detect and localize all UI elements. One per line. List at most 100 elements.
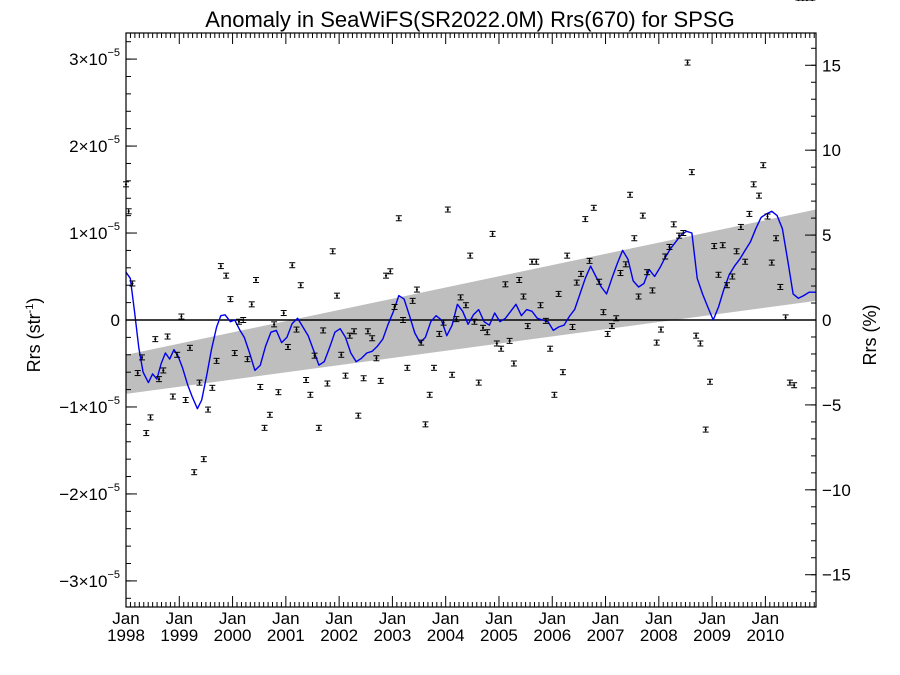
data-point bbox=[676, 232, 683, 239]
point-marker bbox=[242, 318, 245, 322]
point-marker bbox=[598, 280, 601, 283]
point-marker bbox=[739, 225, 742, 229]
point-marker bbox=[770, 261, 773, 264]
x-tick-month: Jan bbox=[592, 609, 619, 628]
data-point bbox=[711, 243, 718, 250]
point-marker bbox=[282, 311, 285, 315]
y-tick-label: −1×10−5 bbox=[59, 395, 120, 417]
point-marker bbox=[788, 381, 791, 384]
point-marker bbox=[784, 316, 787, 319]
data-point bbox=[409, 297, 416, 304]
point-marker bbox=[286, 345, 290, 349]
point-marker bbox=[322, 329, 325, 332]
point-marker bbox=[352, 330, 356, 333]
data-point bbox=[257, 383, 264, 390]
data-point bbox=[280, 310, 287, 317]
point-marker bbox=[162, 369, 165, 372]
data-point bbox=[715, 271, 722, 278]
data-point bbox=[786, 379, 793, 386]
point-marker bbox=[145, 431, 148, 435]
y2-axis-title: Rrs (%) bbox=[860, 305, 880, 366]
data-point bbox=[244, 356, 251, 363]
point-marker bbox=[725, 284, 729, 287]
point-marker bbox=[273, 323, 276, 326]
data-point bbox=[129, 280, 136, 287]
point-marker bbox=[211, 386, 214, 389]
data-point bbox=[418, 339, 425, 346]
point-marker bbox=[651, 289, 654, 292]
point-marker bbox=[295, 328, 298, 331]
point-marker bbox=[420, 341, 423, 344]
data-point bbox=[457, 294, 464, 301]
y-tick-label: 3×10−5 bbox=[69, 47, 120, 69]
point-marker bbox=[535, 260, 538, 263]
data-point bbox=[600, 309, 607, 316]
point-marker bbox=[326, 382, 329, 385]
data-point bbox=[156, 376, 163, 383]
chart-title: Anomaly in SeaWiFS(SR2022.0M) Rrs(670) f… bbox=[205, 7, 734, 32]
point-marker bbox=[233, 351, 236, 355]
x-tick-month: Jan bbox=[539, 609, 566, 628]
data-point bbox=[333, 292, 340, 299]
x-tick-month: Jan bbox=[166, 609, 193, 628]
data-point bbox=[186, 344, 193, 351]
data-point bbox=[311, 352, 318, 359]
point-marker bbox=[766, 215, 769, 218]
point-marker bbox=[655, 341, 658, 344]
data-point bbox=[613, 315, 620, 322]
point-marker bbox=[645, 271, 649, 274]
data-point bbox=[467, 252, 474, 259]
point-marker bbox=[229, 298, 232, 301]
data-point bbox=[755, 192, 762, 199]
point-marker bbox=[317, 426, 320, 429]
point-marker bbox=[774, 237, 778, 240]
point-marker bbox=[357, 414, 360, 417]
point-marker bbox=[717, 273, 720, 276]
point-marker bbox=[263, 426, 266, 429]
point-marker bbox=[473, 320, 476, 323]
point-marker bbox=[157, 378, 161, 381]
point-marker bbox=[682, 231, 685, 235]
data-point bbox=[383, 272, 390, 279]
data-point bbox=[422, 421, 429, 428]
data-point bbox=[240, 317, 247, 323]
data-point bbox=[657, 326, 664, 333]
data-point bbox=[724, 282, 731, 289]
data-point bbox=[364, 328, 371, 335]
x-tick-year: 1998 bbox=[107, 626, 145, 645]
point-marker bbox=[735, 250, 738, 253]
x-tick-year: 2003 bbox=[373, 626, 411, 645]
data-point bbox=[462, 302, 469, 309]
data-point bbox=[729, 273, 736, 280]
point-marker bbox=[432, 366, 436, 369]
data-point bbox=[653, 339, 660, 346]
data-point bbox=[719, 242, 726, 249]
point-marker bbox=[246, 358, 249, 361]
point-marker bbox=[428, 393, 431, 396]
x-tick-year: 1999 bbox=[160, 626, 198, 645]
data-point bbox=[746, 210, 753, 217]
data-point bbox=[662, 253, 669, 260]
data-point bbox=[471, 318, 478, 325]
data-point bbox=[510, 360, 517, 367]
point-marker bbox=[579, 272, 583, 276]
point-marker bbox=[184, 398, 187, 402]
data-point bbox=[138, 354, 145, 361]
point-marker bbox=[193, 471, 196, 474]
point-marker bbox=[512, 362, 515, 365]
point-marker bbox=[411, 299, 414, 302]
data-point bbox=[387, 268, 394, 275]
data-point bbox=[635, 293, 642, 300]
data-point bbox=[235, 318, 242, 325]
point-marker bbox=[304, 378, 308, 382]
band-layer bbox=[126, 209, 816, 394]
data-point bbox=[209, 384, 216, 391]
point-marker bbox=[331, 250, 334, 253]
data-point bbox=[293, 326, 300, 333]
data-point bbox=[223, 272, 230, 279]
x-tick-month: Jan bbox=[698, 609, 725, 628]
y-axis-title: Rrs (str-1) bbox=[24, 298, 44, 373]
data-point bbox=[227, 296, 234, 303]
point-marker bbox=[628, 193, 632, 196]
data-point bbox=[134, 370, 141, 377]
